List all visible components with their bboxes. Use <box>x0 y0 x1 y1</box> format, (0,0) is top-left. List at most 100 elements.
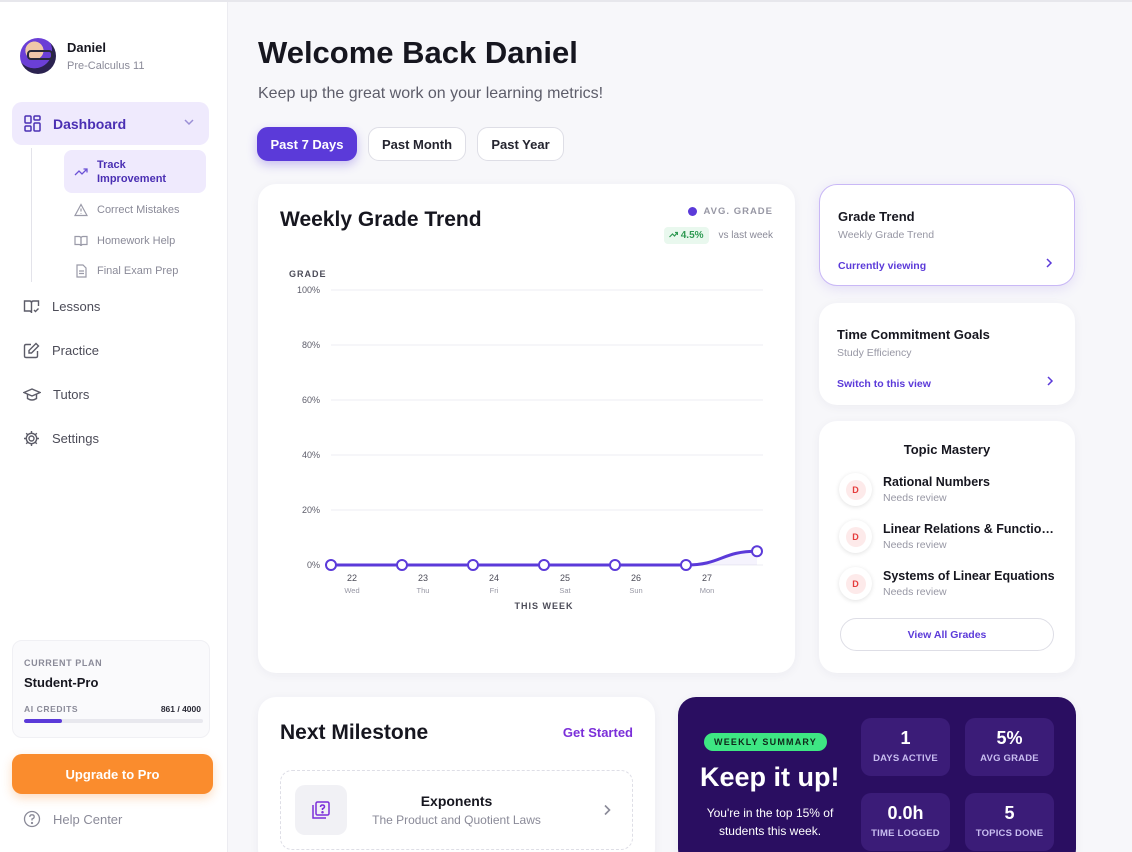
profile-name: Daniel <box>67 40 107 55</box>
legend-label: AVG. GRADE <box>703 206 773 217</box>
sidebar-subitem-label: Correct Mistakes <box>97 204 180 216</box>
grade-letter: D <box>845 573 866 594</box>
x-tick-label: 26 <box>631 573 641 583</box>
x-tick-weekday: Wed <box>344 586 359 595</box>
grade-badge: D <box>839 520 872 553</box>
weekly-summary-card: WEEKLY SUMMARY Keep it up! You're in the… <box>678 697 1076 852</box>
stat-label: TIME LOGGED <box>871 828 940 839</box>
grade-badge: D <box>839 567 872 600</box>
sidebar-item-label: Dashboard <box>53 115 127 132</box>
milestone-subtitle: The Product and Quotient Laws <box>372 813 541 827</box>
view-card-title: Time Commitment Goals <box>837 327 990 342</box>
stat-topics-done: 5 TOPICS DONE <box>965 793 1054 851</box>
help-center-link[interactable]: Help Center <box>23 810 122 828</box>
trend-comparison: vs last week <box>718 230 773 241</box>
data-point <box>680 559 692 571</box>
sidebar-item-practice[interactable]: Practice <box>23 342 99 359</box>
top-divider <box>0 0 1132 2</box>
view-card-action[interactable]: Switch to this view <box>837 378 931 390</box>
topic-mastery-card: Topic Mastery D Rational Numbers Needs r… <box>819 421 1075 673</box>
x-axis-label: THIS WEEK <box>514 601 573 611</box>
sidebar-item-lessons[interactable]: Lessons <box>23 298 100 315</box>
get-started-link[interactable]: Get Started <box>562 725 633 740</box>
topic-item[interactable]: D Rational Numbers Needs review <box>839 473 1059 506</box>
x-tick-label: 22 <box>347 573 357 583</box>
page-subtitle: Keep up the great work on your learning … <box>258 85 604 102</box>
graduation-cap-icon <box>23 388 41 401</box>
weekly-summary-badge: WEEKLY SUMMARY <box>704 733 827 751</box>
view-all-grades-button[interactable]: View All Grades <box>840 618 1054 651</box>
data-point <box>751 545 763 558</box>
x-tick-label: 23 <box>418 573 428 583</box>
grade-letter: D <box>845 526 866 547</box>
view-card-time-commitment[interactable]: Time Commitment Goals Study Efficiency S… <box>819 303 1075 405</box>
help-center-label: Help Center <box>53 811 123 827</box>
data-point <box>609 559 621 571</box>
sidebar-subitem-final-exam-prep[interactable]: Final Exam Prep <box>74 264 178 278</box>
sidebar-item-label: Lessons <box>52 299 101 314</box>
grade-line-chart: GRADE 0% 20% 40% 60% 80% 100% 22 Wed 23 Thu 24 Fri 25… <box>289 269 763 611</box>
sidebar-subitem-correct-mistakes[interactable]: Correct Mistakes <box>74 203 180 217</box>
sidebar-item-tutors[interactable]: Tutors <box>23 386 89 403</box>
milestone-title: Next Milestone <box>280 721 429 744</box>
page-title: Welcome Back Daniel <box>258 35 578 70</box>
stat-value: 5 <box>1004 803 1015 823</box>
topic-item[interactable]: D Systems of Linear Equations Needs revi… <box>839 567 1059 600</box>
stat-value: 1 <box>900 728 911 748</box>
chevron-down-icon[interactable] <box>183 116 195 128</box>
stat-time-logged: 0.0h TIME LOGGED <box>861 793 950 851</box>
sidebar-subitem-homework-help[interactable]: Homework Help <box>74 234 175 248</box>
legend-dot <box>687 207 697 216</box>
grade-badge: D <box>839 473 872 506</box>
y-tick-label: 100% <box>297 285 320 295</box>
grade-trend-card: Weekly Grade Trend AVG. GRADE 4.5% vs la… <box>258 184 795 673</box>
series-area <box>331 551 757 565</box>
submenu-line <box>31 148 32 282</box>
sidebar-item-label: Tutors <box>53 387 90 402</box>
quiz-icon <box>295 785 347 835</box>
sidebar-subitem-label: Homework Help <box>97 235 176 247</box>
milestone-item[interactable]: Exponents The Product and Quotient Laws <box>280 770 633 850</box>
view-card-action: Currently viewing <box>838 260 927 272</box>
topic-name: Linear Relations & Functions <box>883 522 1055 536</box>
avatar <box>20 38 56 74</box>
filter-past-month[interactable]: Past Month <box>368 127 466 161</box>
y-tick-label: 20% <box>302 505 320 515</box>
x-tick-label: 27 <box>702 573 712 583</box>
trending-up-icon <box>74 167 88 175</box>
sidebar: Daniel Pre-Calculus 11 Dashboard Track I… <box>0 2 228 852</box>
filter-past-year[interactable]: Past Year <box>477 127 564 161</box>
dashboard-grid-icon <box>24 115 41 132</box>
view-card-subtitle: Study Efficiency <box>837 347 912 359</box>
sidebar-subitem-label: Track Improvement <box>97 158 167 185</box>
upgrade-button[interactable]: Upgrade to Pro <box>12 754 213 794</box>
y-axis-label: GRADE <box>289 269 327 279</box>
y-tick-label: 0% <box>307 560 320 570</box>
sidebar-subitem-track-improvement[interactable]: Track Improvement <box>64 150 206 193</box>
topic-status: Needs review <box>883 586 947 598</box>
y-tick-label: 40% <box>302 450 320 460</box>
stat-label: TOPICS DONE <box>975 828 1044 839</box>
topic-item[interactable]: D Linear Relations & Functions Needs rev… <box>839 520 1059 553</box>
credits-progress-fill <box>24 719 63 723</box>
series-line <box>329 549 759 567</box>
sidebar-item-settings[interactable]: Settings <box>23 430 99 447</box>
summary-text: You're in the top 15% of students this w… <box>706 806 834 838</box>
filter-past-7-days[interactable]: Past 7 Days <box>257 127 357 161</box>
plan-label: CURRENT PLAN <box>24 658 103 668</box>
sidebar-subitem-label: Final Exam Prep <box>97 265 179 277</box>
topic-status: Needs review <box>883 492 947 504</box>
view-card-grade-trend[interactable]: Grade Trend Weekly Grade Trend Currently… <box>819 184 1075 286</box>
profile[interactable]: Daniel Pre-Calculus 11 <box>20 38 144 74</box>
data-point <box>467 559 479 571</box>
credits-progress-bar <box>24 719 203 723</box>
credits-label: AI CREDITS <box>24 704 79 714</box>
y-tick-label: 80% <box>302 340 320 350</box>
profile-course: Pre-Calculus 11 <box>67 60 145 72</box>
book-check-icon <box>23 300 40 314</box>
summary-headline: Keep it up! <box>700 762 840 792</box>
data-point <box>538 559 550 571</box>
sidebar-item-dashboard[interactable]: Dashboard <box>12 102 209 145</box>
stat-value: 5% <box>996 728 1023 748</box>
help-circle-icon <box>23 810 41 828</box>
